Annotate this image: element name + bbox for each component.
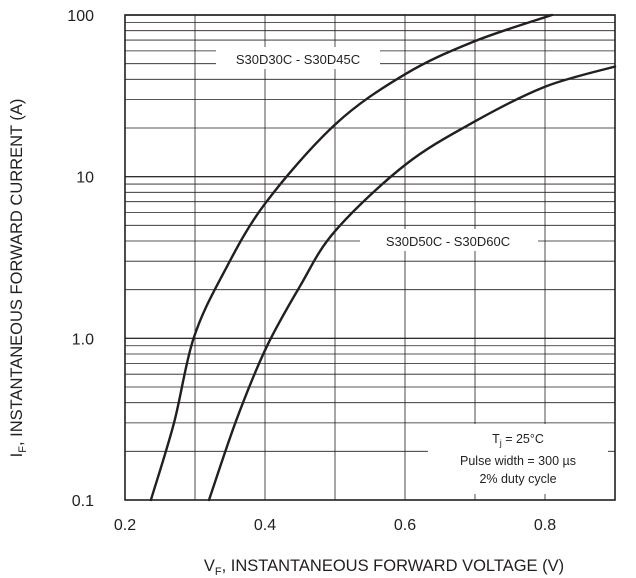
y-axis-title: IF, INSTANTANEOUS FORWARD CURRENT (A) [8,99,29,458]
x-tick-labels: 0.2 0.4 0.6 0.8 [114,517,556,534]
y-tick-labels: 0.1 1.0 10 100 [67,8,94,510]
conditions-box-bg [428,424,608,494]
note-pulse-width: Pulse width = 300 µs [460,454,576,468]
x-axis-title: VF, INSTANTANEOUS FORWARD VOLTAGE (V) [204,557,564,578]
y-tick-label: 0.1 [72,493,94,510]
x-tick-label: 0.4 [254,517,276,534]
x-tick-label: 0.6 [394,517,416,534]
series-layer [149,13,617,502]
series-line-2 [207,65,617,502]
y-tick-label: 100 [67,8,94,25]
series-line-1 [149,13,554,502]
x-tick-label: 0.2 [114,517,136,534]
series-label-bg-1 [216,47,380,69]
y-tick-label: 10 [76,170,94,187]
x-tick-label: 0.8 [534,517,556,534]
y-tick-label: 1.0 [72,331,94,348]
series-label-bg-2 [360,229,538,251]
note-duty-cycle: 2% duty cycle [479,472,556,486]
series-label-1: S30D30C - S30D45C [236,52,360,67]
plot-frame [124,14,616,501]
note-junction-temp: Tj = 25°C [492,432,544,448]
series-label-2: S30D50C - S30D60C [386,234,510,249]
